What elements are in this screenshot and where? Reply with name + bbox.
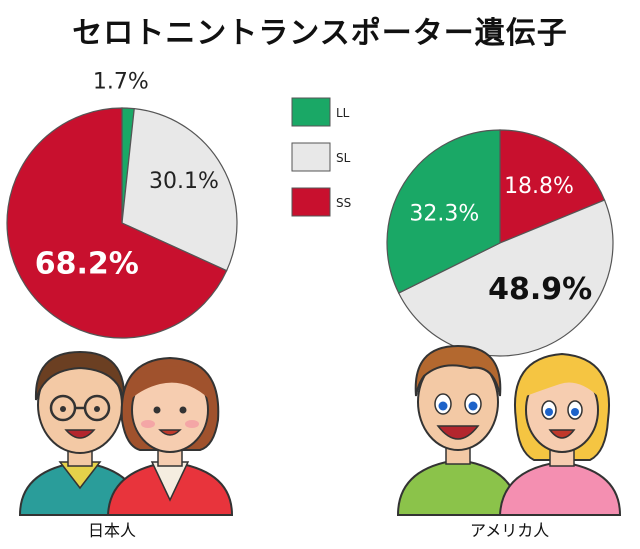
pie-japan: 1.7% 30.1% 68.2%: [6, 69, 238, 339]
pie-slice-ll: [386, 129, 501, 294]
legend-swatch-ss: [291, 187, 331, 217]
japanese-man-icon: [18, 350, 142, 516]
american-woman-icon: [498, 352, 622, 516]
group-label-japan: 日本人: [88, 521, 137, 540]
legend-swatch-sl: [291, 142, 331, 172]
pie-slice-ss: [6, 107, 228, 339]
legend-label-ss: SS: [336, 196, 351, 210]
pie-slice-ss: [499, 129, 606, 244]
legend-label-ll: LL: [336, 106, 350, 120]
legend: LL SL SS: [291, 97, 351, 217]
pie-label-ss: 68.2%: [35, 247, 139, 282]
japanese-woman-icon: [106, 356, 234, 516]
pie-usa: 18.8% 48.9% 32.3%: [386, 129, 614, 357]
pie-label-ss: 18.8%: [504, 174, 574, 199]
pie-label-ll: 32.3%: [409, 201, 479, 226]
pie-label-sl: 48.9%: [488, 272, 592, 307]
pie-label-ll: 1.7%: [93, 69, 149, 94]
pie-slice-sl: [397, 199, 614, 357]
chart-title: セロトニントランスポーター遺伝子: [72, 16, 568, 51]
legend-swatch-ll: [291, 97, 331, 127]
american-man-icon: [396, 344, 520, 516]
legend-label-sl: SL: [336, 151, 351, 165]
group-label-usa: アメリカ人: [470, 521, 550, 540]
pie-slice-sl: [121, 107, 238, 272]
pie-label-sl: 30.1%: [149, 169, 219, 194]
